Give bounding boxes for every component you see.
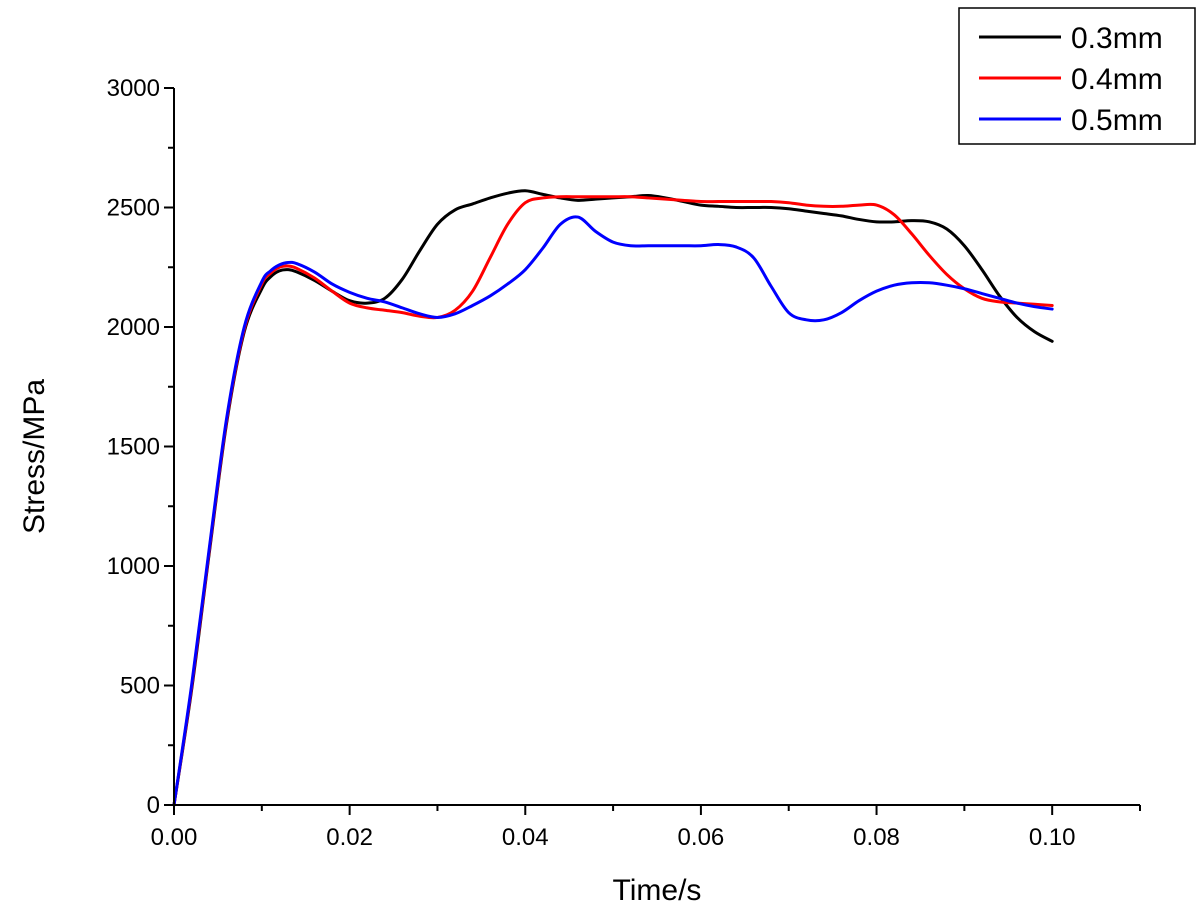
y-axis-title: Stress/MPa	[18, 379, 51, 534]
legend-box	[958, 7, 1196, 145]
x-tick-label: 0.00	[151, 824, 198, 851]
legend-label-0-4mm: 0.4mm	[1071, 63, 1163, 96]
legend-label-0-3mm: 0.3mm	[1071, 22, 1163, 55]
y-tick-label: 0	[147, 792, 160, 819]
y-tick-label: 3000	[107, 75, 160, 102]
y-tick-label: 2000	[107, 314, 160, 341]
y-tick-label: 1000	[107, 553, 160, 580]
x-tick-label: 0.04	[502, 824, 549, 851]
x-tick-label: 0.06	[678, 824, 725, 851]
x-tick-label: 0.02	[326, 824, 373, 851]
x-axis-title: Time/s	[613, 874, 702, 907]
y-tick-label: 500	[120, 673, 160, 700]
series-line-0-4mm	[172, 195, 1054, 807]
x-tick-label: 0.10	[1029, 824, 1076, 851]
x-tick-label: 0.08	[853, 824, 900, 851]
legend-label-0-5mm: 0.5mm	[1071, 104, 1163, 137]
x-ticks: 0.00 0.02 0.04 0.06 0.08 0.10	[151, 805, 1141, 851]
y-tick-label: 1500	[107, 434, 160, 461]
series-layer	[172, 189, 1054, 807]
series-line-0-5mm	[172, 215, 1054, 807]
series-line-0-3mm	[172, 189, 1054, 807]
legend: 0.3mm 0.4mm 0.5mm	[958, 7, 1196, 145]
y-ticks: 0 500 1000 1500 2000 2500 3000	[107, 75, 174, 819]
y-tick-label: 2500	[107, 195, 160, 222]
